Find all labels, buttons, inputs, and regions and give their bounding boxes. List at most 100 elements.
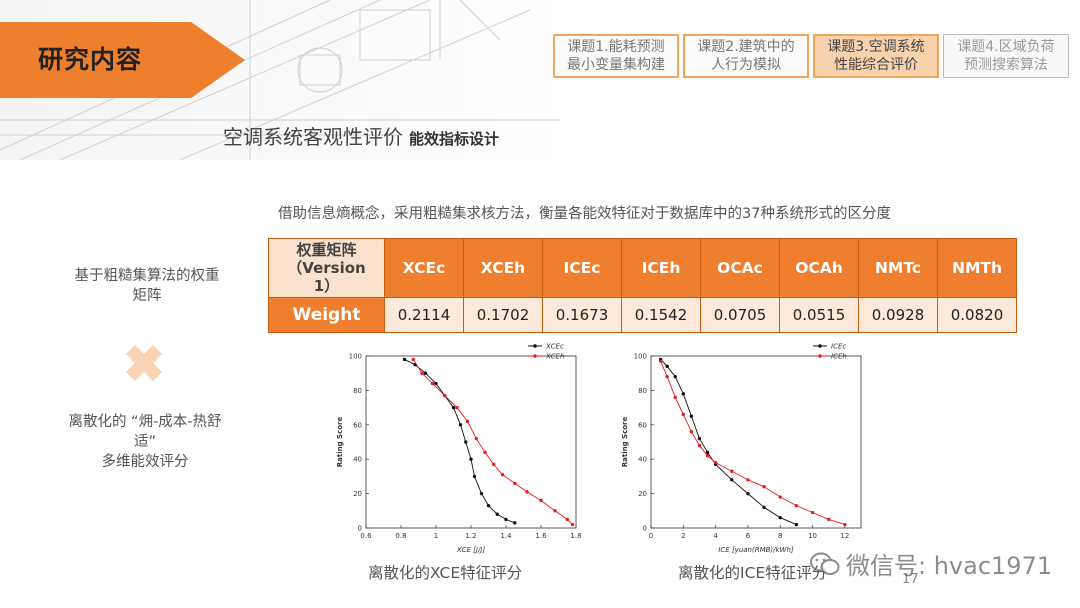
xce-chart-svg: 0.6 0.8 1 1.2 1.4 1.6 1.8 0 20 40 60 80 100 XCE [J/J]… [336, 343, 582, 555]
x-tick-label: 6 [746, 532, 751, 540]
table-header-cell: XCEc [384, 238, 464, 298]
section-arrow-banner [0, 22, 245, 98]
page-number: 17 [902, 572, 919, 587]
data-point-ICEc [762, 505, 766, 510]
data-point-ICEh [794, 503, 799, 508]
table-header-cell: NMTh [937, 238, 1017, 298]
data-point-ICEc [673, 374, 677, 379]
y-tick-label: 20 [353, 490, 362, 498]
table-row-label: Weight [268, 297, 385, 333]
table-cell: 0.1702 [463, 297, 543, 333]
legend-marker-XCEc [533, 344, 537, 348]
plot-frame [650, 355, 862, 529]
data-point-XCEh [539, 498, 543, 503]
data-point-ICEh [665, 374, 669, 379]
series-line-XCEc [404, 359, 515, 524]
legend-label-ICEc: ICEc [831, 343, 846, 351]
data-point-ICEc [705, 450, 710, 455]
x-tick-label: 1.4 [500, 532, 512, 540]
data-point-ICEc [665, 364, 669, 369]
x-tick-label: 10 [808, 532, 817, 540]
data-point-XCEh [565, 517, 569, 522]
subtitle-small: 能效指标设计 [409, 130, 500, 148]
plot-frame [365, 355, 577, 529]
table-header-row: 权重矩阵 （Version 1） XCEc XCEh ICEc ICEh OCA… [268, 238, 1017, 298]
data-point-XCEc [513, 521, 517, 525]
x-tick-label: 4 [713, 532, 718, 540]
data-point-ICEh [826, 517, 831, 522]
data-point-XCEc [504, 517, 508, 522]
data-point-ICEh [689, 429, 694, 434]
scoring-label: 离散化的 “㶲-成本-热舒 适” 多维能效评分 [68, 414, 222, 470]
table-header-cell: ICEh [621, 238, 701, 298]
topic-tab-2[interactable]: 课题2.建筑中的 人行为模拟 [683, 34, 809, 78]
y-tick-label: 100 [634, 353, 647, 361]
y-tick-label: 80 [353, 387, 362, 395]
cross-icon [126, 345, 162, 381]
data-point-XCEc [402, 357, 407, 362]
data-point-XCEh [420, 371, 424, 375]
data-point-XCEh [411, 357, 415, 362]
data-point-XCEh [474, 436, 478, 441]
data-point-XCEh [492, 462, 496, 467]
data-point-ICEh [673, 395, 677, 399]
data-point-XCEh [483, 450, 487, 455]
data-point-XCEc [486, 503, 491, 508]
topic-tab-4[interactable]: 课题4.区域负荷 预测搜索算法 [943, 34, 1069, 78]
data-point-ICEc [794, 522, 799, 527]
data-point-ICEh [681, 412, 686, 417]
data-point-ICEh [843, 522, 847, 527]
table-header-cell: NMTc [858, 238, 938, 298]
y-tick-label: 60 [353, 421, 362, 429]
ice-chart: 0 2 4 6 8 10 12 0 20 40 60 80 100 ICE [yuan(RMB)/kWh]… [615, 340, 875, 558]
topic-tab-3[interactable]: 课题3.空调系统 性能综合评价 [813, 34, 939, 78]
wechat-icon [810, 552, 840, 575]
data-point-ICEc [746, 491, 750, 496]
table-header-cell: ICEc [542, 238, 622, 298]
data-point-XCEh [525, 490, 529, 494]
y-tick-label: 20 [638, 490, 647, 498]
y-tick-label: 80 [638, 387, 647, 395]
legend-marker-ICEc [818, 344, 822, 348]
y-tick-label: 100 [349, 353, 362, 361]
watermark-text: 微信号: hvac1971 [846, 552, 1053, 580]
xce-chart: 0.6 0.8 1 1.2 1.4 1.6 1.8 0 20 40 60 80 100 XCE [J/J]… [330, 340, 590, 558]
data-point-XCEc [451, 405, 456, 410]
data-point-XCEc [423, 371, 428, 375]
slide-subtitle: 空调系统客观性评价 能效指标设计 [223, 121, 499, 150]
data-point-ICEh [762, 485, 766, 489]
xce-chart-caption: 离散化的XCE特征评分 [368, 564, 523, 582]
legend-marker-ICEh [818, 354, 822, 358]
x-tick-label: 1.8 [570, 532, 581, 540]
legend-marker-XCEh [533, 354, 537, 358]
data-point-XCEh [455, 405, 459, 410]
table-cell: 0.0705 [700, 297, 780, 333]
data-point-ICEh [713, 460, 718, 465]
x-tick-label: 0 [649, 532, 653, 540]
data-point-ICEh [810, 510, 815, 515]
topic-tabs: 课题1.能耗预测 最小变量集构建 课题2.建筑中的 人行为模拟 课题3.空调系统… [553, 34, 1069, 78]
data-point-XCEh [443, 393, 447, 398]
table-cell: 0.0928 [858, 297, 938, 333]
x-tick-label: 1.2 [465, 532, 476, 540]
ice-chart-caption: 离散化的ICE特征评分 [678, 564, 828, 582]
series-line-XCEh [412, 359, 573, 525]
data-point-XCEc [464, 440, 468, 444]
data-point-ICEc [689, 414, 694, 418]
data-point-XCEc [472, 474, 477, 479]
weight-matrix-table: 权重矩阵 （Version 1） XCEc XCEh ICEc ICEh OCA… [268, 238, 1017, 333]
x-axis-label: ICE [yuan(RMB)/kWh] [718, 546, 794, 554]
data-point-ICEh [778, 495, 782, 499]
topic-tab-1[interactable]: 课题1.能耗预测 最小变量集构建 [553, 34, 679, 78]
ice-chart-svg: 0 2 4 6 8 10 12 0 20 40 60 80 100 ICE [yuan(RMB)/kWh]… [621, 343, 862, 554]
data-point-XCEc [495, 512, 499, 516]
data-point-ICEc [730, 478, 734, 482]
data-point-ICEh [730, 469, 734, 473]
legend-label-ICEh: ICEh [831, 353, 847, 361]
table-cell: 0.2114 [384, 297, 464, 333]
method-description: 借助信息熵概念，采用粗糙集求核方法，衡量各能效特征对于数据库中的37种系统形式的… [278, 206, 891, 222]
data-point-XCEh [513, 481, 517, 485]
y-tick-label: 0 [643, 525, 647, 533]
y-tick-label: 40 [353, 456, 362, 464]
table-cell: 0.0515 [779, 297, 859, 333]
